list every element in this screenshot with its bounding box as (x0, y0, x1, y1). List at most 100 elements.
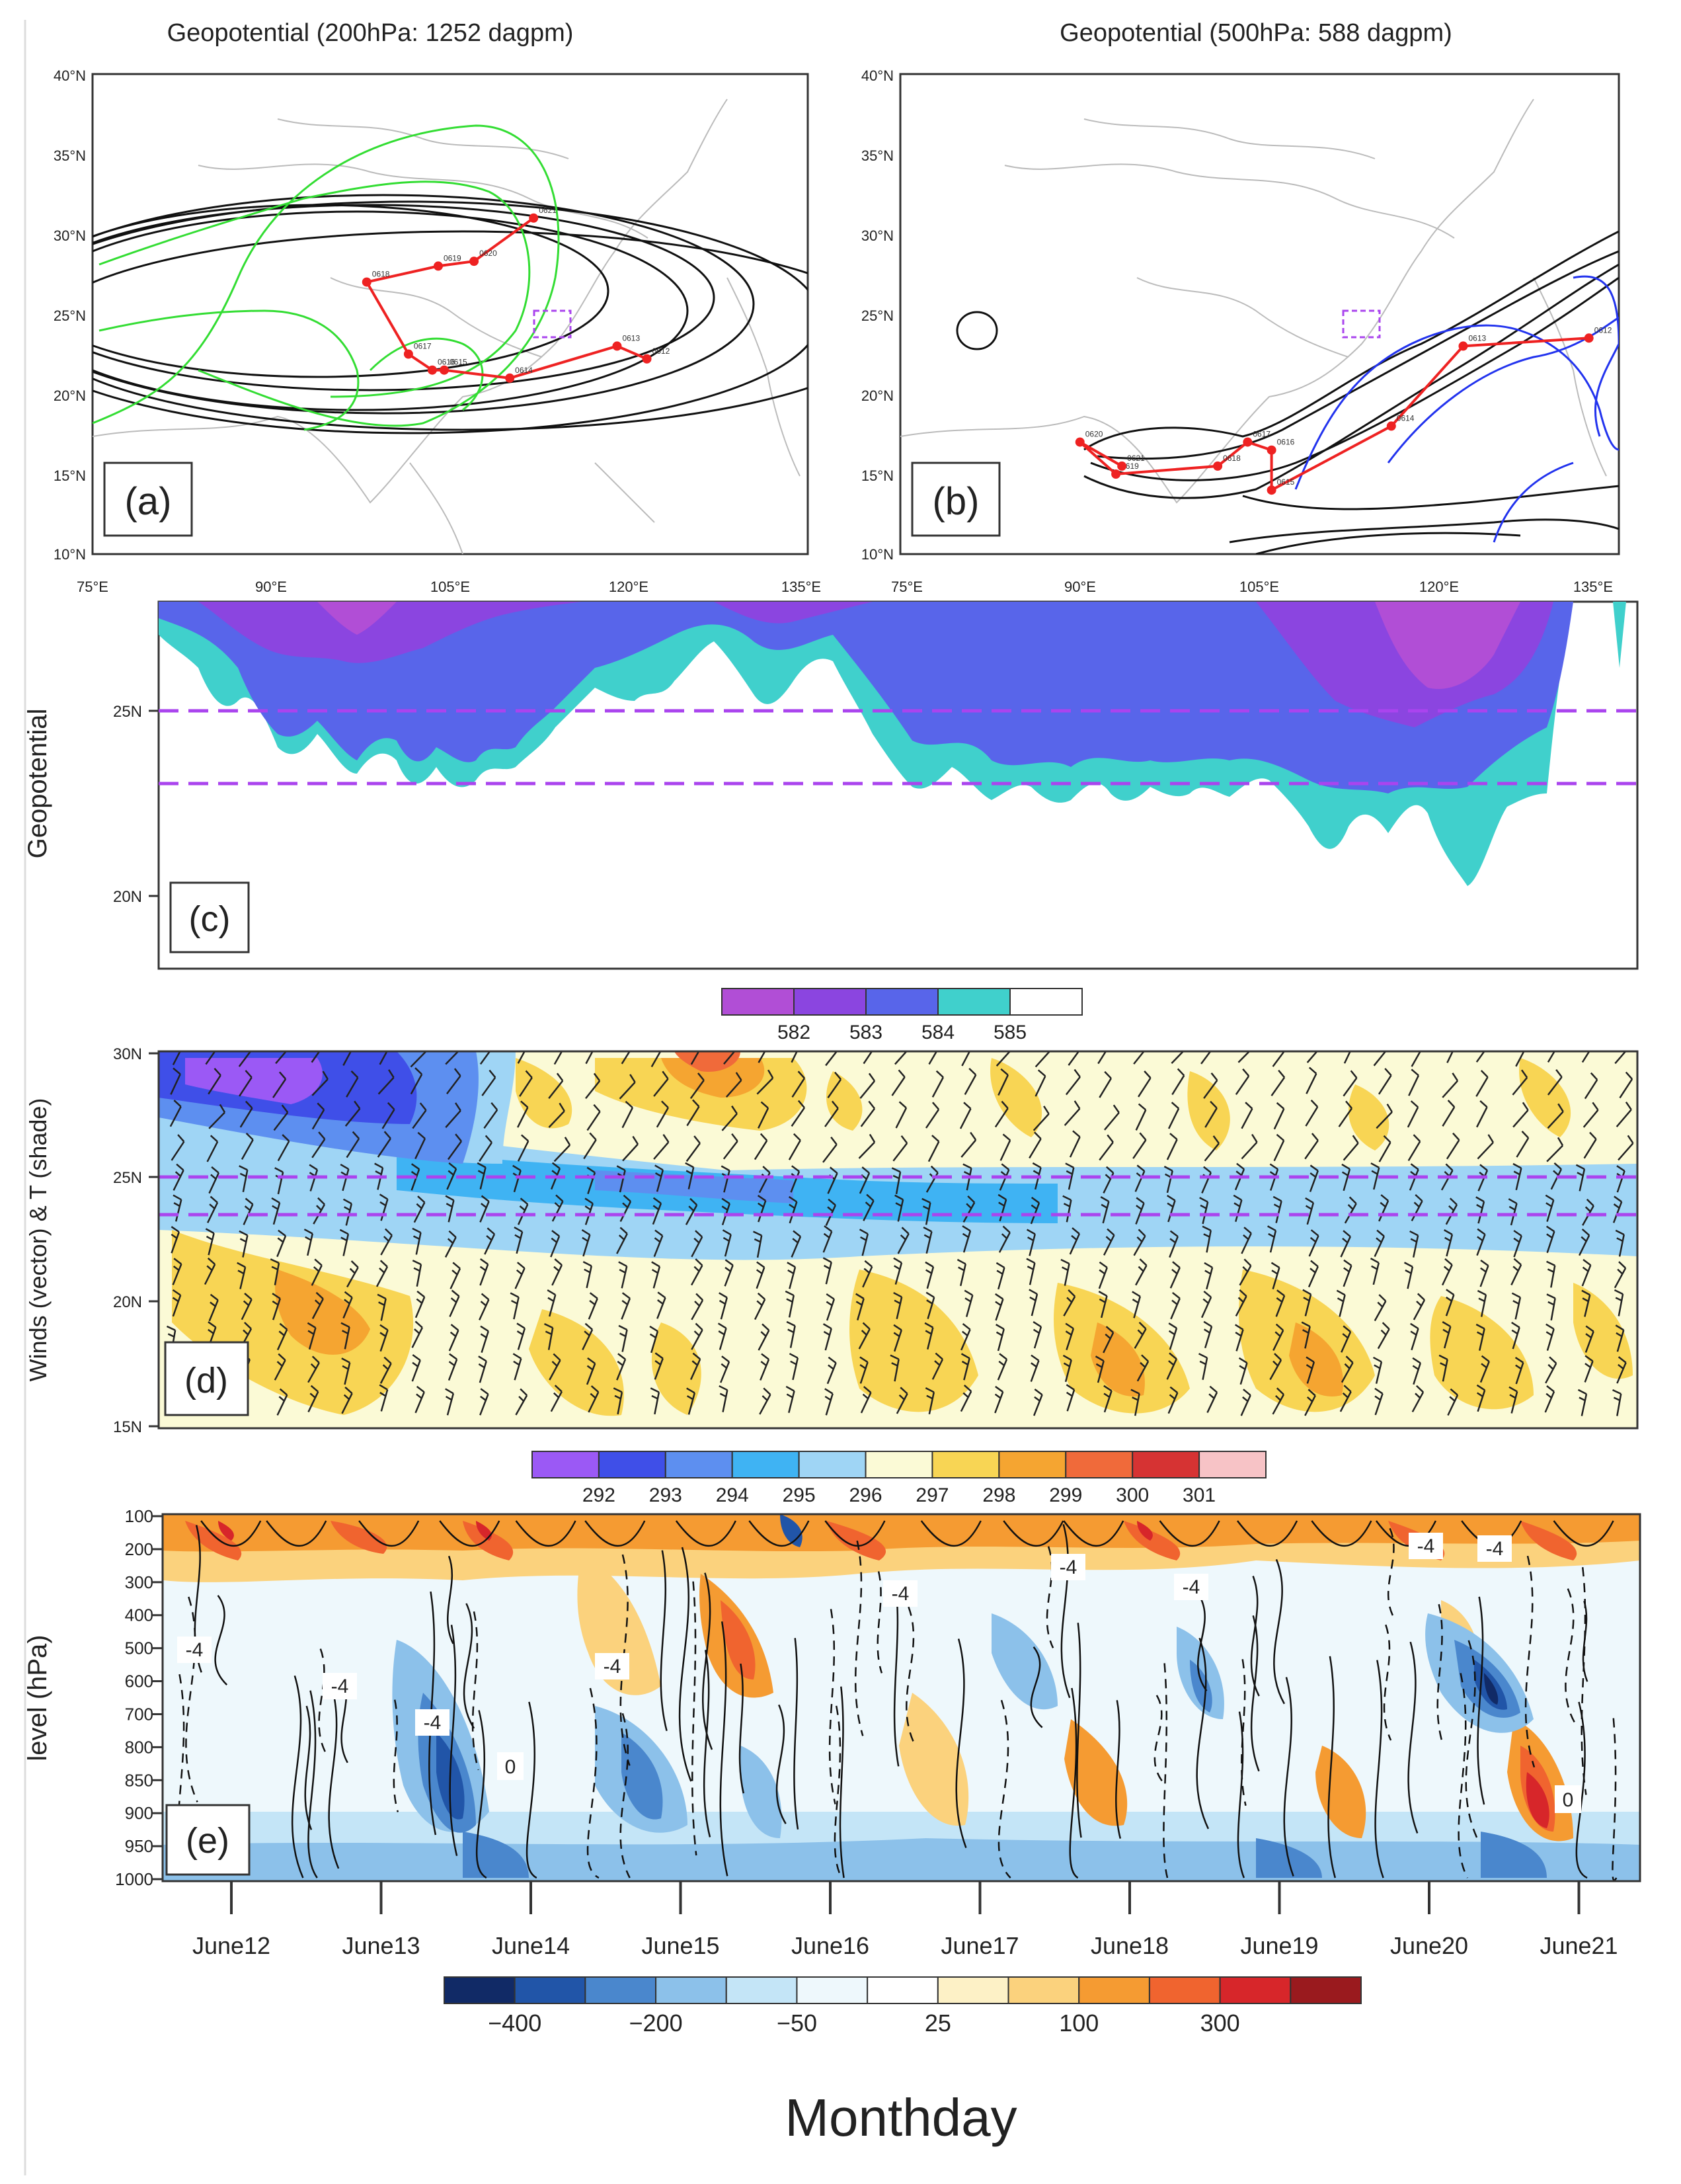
lat-tick: 25°N (861, 307, 894, 324)
wind-barb (1069, 1227, 1080, 1255)
wind-barb (1062, 1195, 1072, 1223)
wind-barb (928, 1051, 938, 1065)
colorbar-label: 293 (649, 1484, 682, 1506)
wind-barb (653, 1071, 669, 1097)
wind-barb (616, 1353, 627, 1381)
omega-contour (1196, 1637, 1210, 1830)
wind-barb (1515, 1051, 1525, 1067)
lat-tick: 30°N (861, 227, 894, 244)
panel-e-label-text: (e) (186, 1821, 229, 1861)
wind-barb (1343, 1070, 1358, 1097)
panel-e-xticks: June12 June13 June14 June15 June16 June17 June… (192, 1881, 1618, 1959)
y-tick: 25N (113, 703, 142, 721)
omega-contour (515, 1520, 576, 1547)
wind-barb (822, 1225, 833, 1253)
wind-barb (691, 1293, 704, 1320)
track-point (612, 341, 622, 351)
omega-contour (449, 1625, 458, 1856)
wind-barb (412, 1227, 422, 1255)
wind-barb (1099, 1071, 1112, 1098)
wind-barb (722, 1229, 732, 1257)
wind-barb (1273, 1102, 1285, 1130)
colorbar-cell (937, 1976, 1009, 2004)
wind-barb (760, 1353, 770, 1381)
colorbar-label: 585 (994, 1022, 1027, 1043)
wind-barb (1169, 1230, 1179, 1258)
wind-barb (618, 1324, 628, 1352)
omega-contour (1407, 1641, 1419, 1834)
wind-barb (1202, 1225, 1212, 1253)
wind-barb (1411, 1051, 1422, 1067)
wind-barb (1198, 1353, 1208, 1381)
wind-barb (450, 1262, 461, 1289)
wind-barb (585, 1051, 594, 1065)
wind-barb (999, 1163, 1010, 1191)
wind-barb (479, 1258, 489, 1286)
omega-contour (185, 1596, 198, 1802)
track-point-tag: 0615 (1277, 477, 1295, 487)
wind-barb (311, 1071, 329, 1096)
wind-barb (1614, 1261, 1627, 1289)
svg-text:-4: -4 (892, 1583, 910, 1605)
wind-barb (1479, 1260, 1489, 1287)
wind-barb (894, 1194, 904, 1222)
omega-contour (834, 1705, 843, 1879)
wind-barb (340, 1163, 350, 1192)
wind-barb (205, 1228, 215, 1256)
wind-barb (618, 1261, 628, 1289)
wind-barb (896, 1387, 908, 1414)
colorbar-label: −400 (488, 2009, 541, 2037)
colorbar-cell (1219, 1976, 1292, 2004)
lat-tick: 40°N (861, 67, 894, 84)
wind-barb (994, 1385, 1004, 1414)
wind-barb (1103, 1228, 1115, 1256)
omega-contour (1069, 1687, 1079, 1879)
panel-a-lat-ticks: 40°N 35°N 30°N 25°N 20°N 15°N 10°N (54, 67, 86, 563)
wind-barb (1240, 1389, 1251, 1416)
wind-barb (1064, 1100, 1081, 1126)
track-point-tag: 0613 (1468, 333, 1486, 343)
wind-barb (172, 1051, 181, 1066)
x-tick: June14 (492, 1932, 570, 1959)
wind-barb (859, 1356, 869, 1384)
wind-barb (1098, 1261, 1108, 1289)
wind-barb (512, 1353, 522, 1381)
wind-barb (725, 1072, 742, 1098)
y-tick: 1000 (115, 1869, 153, 1889)
wind-barb (1339, 1385, 1352, 1412)
wind-barb (583, 1132, 597, 1160)
wind-barb (1343, 1259, 1352, 1287)
panel-a-contours-green (93, 124, 560, 431)
wind-barb (757, 1195, 767, 1223)
wind-barb (208, 1104, 226, 1129)
svg-text:-4: -4 (1417, 1535, 1435, 1557)
wind-barb (241, 1293, 253, 1320)
omega-contour (393, 1699, 399, 1812)
omega-contour (1436, 1603, 1444, 1746)
y-tick: 200 (125, 1539, 153, 1559)
wind-barb (1411, 1385, 1425, 1412)
wind-barb (1577, 1389, 1588, 1416)
wind-barb (1583, 1102, 1599, 1128)
omega-contour (200, 1520, 262, 1547)
wind-barb (891, 1167, 902, 1195)
wind-barb (550, 1162, 561, 1190)
wind-barb (1407, 1134, 1421, 1162)
wind-barb (1475, 1070, 1489, 1097)
colorbar-label: 301 (1183, 1484, 1216, 1506)
wind-barb (1239, 1258, 1252, 1286)
omega-contour (1374, 1660, 1384, 1879)
wind-barb (613, 1387, 623, 1415)
wind-barb (410, 1163, 420, 1191)
wind-barb (1338, 1100, 1353, 1127)
panel-c-yticks (149, 709, 159, 897)
wind-barb (1612, 1195, 1623, 1223)
wind-barb (1584, 1325, 1594, 1353)
colorbar-cell (584, 1976, 657, 2004)
omega-contour (1273, 1558, 1285, 1705)
wind-barb (586, 1104, 601, 1131)
wind-barb (484, 1227, 496, 1255)
wind-barb (272, 1293, 281, 1320)
wind-barb (1444, 1229, 1454, 1257)
